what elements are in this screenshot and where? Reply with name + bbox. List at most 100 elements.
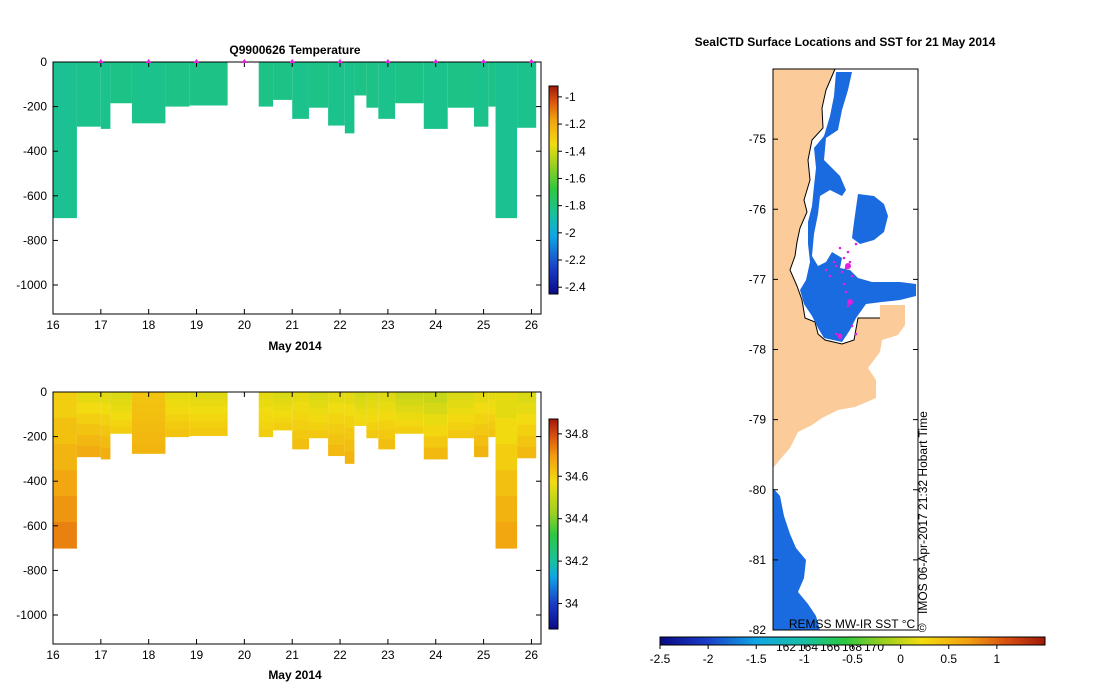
salinity-profile-cell [76, 424, 101, 436]
salinity-profile-cell [344, 403, 355, 417]
salinity-profile-cell [395, 405, 424, 414]
x-tick-label: 23 [381, 318, 395, 332]
sst-colorbar-tick-label: 0.5 [940, 652, 957, 666]
lat-tick-label: -76 [749, 202, 767, 216]
salinity-profile-cell [366, 414, 379, 423]
salinity-profile-cell [354, 408, 367, 415]
lat-tick-label: -75 [749, 132, 767, 146]
sea-ice-region-polynya [852, 194, 888, 244]
salinity-profile-cell [474, 392, 489, 404]
salinity-profile-cell [273, 404, 293, 412]
salinity-profile-cell [354, 403, 367, 410]
seal-ctd-point [842, 256, 846, 260]
salinity-profile-cell [488, 392, 496, 400]
salinity-profile-cell [258, 406, 274, 415]
temperature-profile-cell [378, 62, 396, 119]
salinity-profile-cell [395, 412, 424, 421]
salinity-profile-cell [308, 392, 329, 401]
salinity-x-ticks: 16 17 18 19 20 21 22 23 24 25 26 [46, 392, 538, 662]
sst-colorbar-label: REMSS MW-IR SST °C [789, 617, 916, 631]
sst-colorbar-tick-label: -1.5 [746, 652, 767, 666]
salinity-profile-cell [308, 399, 329, 408]
y-tick-label: -600 [23, 519, 47, 533]
lat-tick-label: -82 [749, 623, 767, 637]
salinity-profile-cell [292, 410, 309, 421]
profile-marker [97, 59, 104, 63]
salinity-profile-cell [165, 406, 190, 415]
colorbar-tick-label: -2.4 [565, 280, 586, 294]
salinity-profile-cell [308, 422, 329, 431]
seal-ctd-point [837, 333, 843, 339]
temperature-profile-cell [423, 62, 448, 129]
salinity-profile-cell [395, 398, 424, 407]
salinity-profile-cell [395, 419, 424, 427]
temperature-profile-cell [488, 62, 496, 107]
salinity-profile-cell [100, 436, 111, 449]
salinity-profile-cell [328, 392, 345, 404]
salinity-xlabel: May 2014 [268, 668, 322, 682]
temperature-xlabel: May 2014 [268, 339, 322, 353]
temperature-profile-cell [354, 62, 367, 96]
salinity-profile-cell [258, 429, 274, 438]
salinity-profile-cell [165, 429, 190, 438]
salinity-profile-cell [189, 420, 228, 429]
temperature-profile-cell [100, 62, 111, 129]
salinity-profile-cell [110, 426, 132, 434]
y-tick-label: -1000 [16, 608, 47, 622]
temperature-profile-cell [76, 62, 101, 127]
salinity-profile-cell [495, 470, 518, 497]
salinity-profile-cell [131, 443, 166, 454]
x-tick-label: 22 [333, 318, 347, 332]
salinity-profile-cell [354, 419, 367, 426]
salinity-profile-cell [292, 429, 309, 440]
salinity-profile-cell [354, 397, 367, 404]
salinity-profile-cell [395, 392, 424, 400]
salinity-profile-cell [53, 418, 77, 445]
sst-map-panel: SealCTD Surface Locations and SST for 21… [650, 35, 1046, 666]
y-tick-label: -800 [23, 563, 47, 577]
temperature-profile-cell [273, 62, 293, 100]
seal-ctd-point [840, 270, 844, 274]
salinity-profile-cell [447, 414, 475, 423]
salinity-profile-cell [53, 496, 77, 523]
seal-ctd-point [824, 268, 828, 272]
salinity-profile-cell [488, 414, 496, 423]
temperature-profile-cell [395, 62, 424, 104]
salinity-profile-cell [344, 451, 355, 464]
colorbar-tick-label: 34.4 [565, 512, 589, 526]
salinity-profile-cell [488, 399, 496, 408]
temperature-profile-cell [292, 62, 309, 119]
sst-colorbar-tick-label: 1 [994, 652, 1001, 666]
x-tick-label: 22 [333, 648, 347, 662]
lat-tick-label: -80 [749, 483, 767, 497]
seal-ctd-point [847, 299, 853, 305]
temperature-panel: Q9900626 Temperature 0 -200 -400 -600 -800 -1… [16, 43, 586, 353]
colorbar-tick-label: -1 [565, 90, 576, 104]
x-tick-label: 18 [142, 318, 156, 332]
salinity-profile-cell [189, 406, 228, 415]
salinity-profile-cell [344, 392, 355, 405]
salinity-profile-cell [474, 413, 489, 425]
temperature-title: Q9900626 Temperature [229, 43, 361, 57]
salinity-profile-cell [76, 413, 101, 425]
colorbar-tick-label: -1.2 [565, 117, 586, 131]
temperature-cells [53, 62, 537, 219]
salinity-profile-cell [474, 435, 489, 447]
salinity-profile-cell [366, 392, 379, 401]
salinity-profile-cell [131, 422, 166, 434]
temperature-colorbar-ticks: -1 -1.2 -1.4 -1.6 -1.8 -2 -2.2 -2.4 [558, 90, 586, 294]
temperature-profile-cell [53, 62, 77, 219]
salinity-profile-cell [308, 414, 329, 423]
salinity-y-ticks: 0 -200 -400 -600 -800 -1000 [16, 385, 541, 622]
profile-marker [480, 59, 487, 63]
seal-ctd-point [846, 250, 850, 254]
salinity-profile-cell [474, 445, 489, 458]
salinity-profile-cell [292, 401, 309, 412]
salinity-profile-cell [258, 414, 274, 423]
temperature-colorbar [548, 85, 559, 295]
y-tick-label: -400 [23, 474, 47, 488]
temperature-profile-cell [517, 62, 537, 128]
temperature-profile-cell [366, 62, 379, 108]
salinity-profile-cell [488, 421, 496, 430]
temperature-profile-cell [189, 62, 228, 106]
